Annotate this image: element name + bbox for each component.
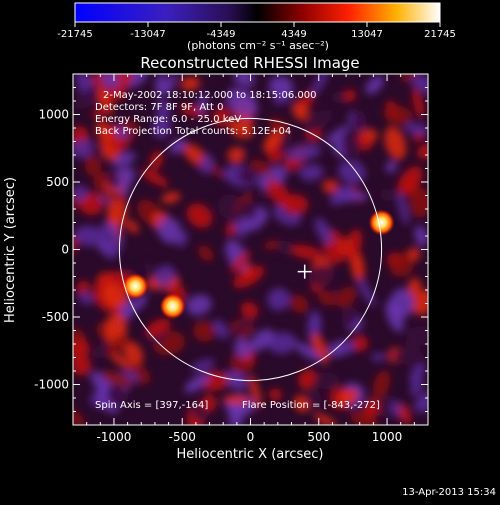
colorbar-tick-label: -4349 [206,29,235,40]
x-tick-label: -1000 [97,430,132,444]
colorbar-unit-label: (photons cm⁻² s⁻¹ asec⁻²) [187,39,329,52]
colorbar-tick-label: -13047 [130,29,165,40]
x-tick-label: 0 [247,430,255,444]
x-tick-label: 1000 [372,430,403,444]
x-tick-label: 500 [307,430,330,444]
colorbar-tick-label: 13047 [351,29,383,40]
bright-source [122,273,149,300]
x-tick-label: -500 [169,430,196,444]
x-axis-label: Heliocentric X (arcsec) [177,447,324,462]
flare-position-note: Flare Position = [-843,-272] [242,400,380,411]
plot-area [73,74,428,425]
colorbar [74,2,441,23]
y-tick-label: 1000 [38,108,69,122]
annotation-line: Energy Range: 6.0 - 25.0 keV [95,114,241,125]
y-tick-label: -1000 [34,378,69,392]
annotations: 2-May-2002 18:10:12.000 to 18:15:06.000D… [95,90,316,137]
colorbar-tick-label: 4349 [281,29,306,40]
footer-timestamp: 13-Apr-2013 15:34 [402,487,496,498]
colorbar-tick-label: 21745 [424,29,456,40]
annotation-line: 2-May-2002 18:10:12.000 to 18:15:06.000 [103,90,316,101]
y-tick-label: 500 [46,175,69,189]
annotation-line: Back Projection Total counts: 5.12E+04 [95,126,291,137]
y-tick-label: 0 [61,243,69,257]
colorbar-tick-label: -21745 [57,29,92,40]
y-axis-label: Heliocentric Y (arcsec) [3,177,18,323]
y-tick-label: -500 [42,310,69,324]
bright-source [159,293,186,320]
solar-limb-circle [118,117,383,382]
spin-axis-crosshair [297,264,312,279]
colorbar-ticks: -21745 -13047 -4349 4349 13047 21745 [57,22,456,40]
spin-axis-note: Spin Axis = [397,-164] [95,400,208,411]
axis-ticks: -1000 -500 0 500 1000 -1000 -500 0 500 1000 [34,74,428,444]
annotation-line: Detectors: 7F 8F 9F, Att 0 [95,102,223,113]
chart-title: Reconstructed RHESSI Image [140,54,359,72]
bright-source [368,209,395,236]
